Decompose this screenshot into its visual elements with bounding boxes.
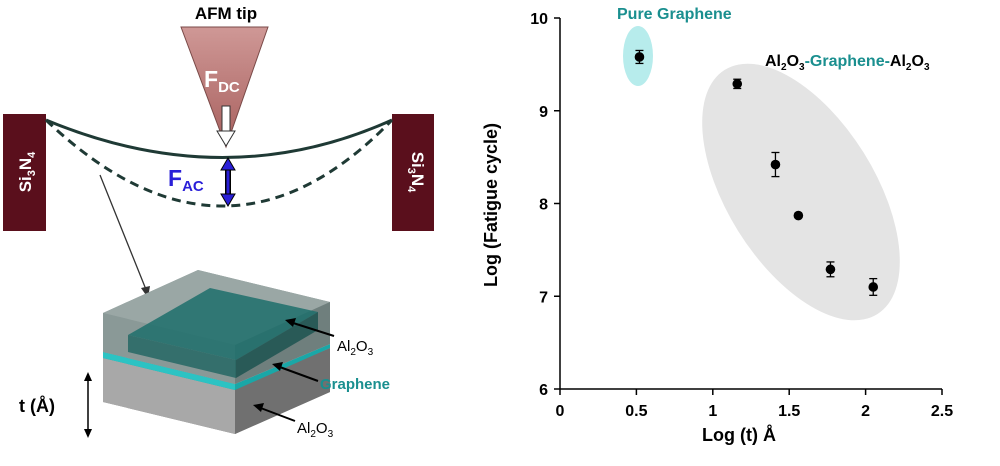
pure-graphene-annotation: Pure Graphene [617,6,732,23]
data-point [634,52,645,62]
layer-stack [103,270,330,434]
x-tick-label: 0 [556,403,565,420]
data-point [793,210,804,221]
force-dc-arrow [216,105,236,147]
support-right [392,114,434,231]
membrane-deflected [44,118,394,208]
force-dc-label: FDC [204,66,240,96]
force-ac-label: FAC [168,165,204,195]
thickness-label: t (Å) [19,396,55,416]
bottom-oxide-pointer [257,406,296,422]
y-tick-label: 9 [539,104,548,121]
data-points [634,49,879,296]
zoom-pointer [99,174,148,293]
support-left-label: Si3N4 [16,151,38,192]
x-tick-label: 2.5 [931,403,953,420]
x-tick-label: 0.5 [625,403,647,420]
data-point [825,264,836,275]
data-point [770,159,781,170]
support-left [3,114,46,231]
data-point [868,282,879,292]
x-tick-label: 1.5 [778,403,800,420]
schematic: Si3N4 Si3N4 AFM tip FDC FAC [3,4,434,440]
stack-annotation: Al2O3-Graphene-Al2O3 [765,53,930,73]
support-right-label: Si3N4 [405,152,427,193]
y-axis-label: Log (Fatigue cycle) [481,123,501,287]
y-tick-label: 10 [530,11,548,28]
graphene-label: Graphene [320,376,390,393]
force-ac-arrow [220,157,236,207]
graphene-pointer [276,365,319,382]
membrane-rest [45,118,393,159]
x-tick-label: 2 [861,403,870,420]
y-tick-label: 7 [539,289,548,306]
y-tick-label: 8 [539,197,548,214]
stack-region [702,63,900,321]
top-oxide-label: Al2O3 [337,338,374,358]
y-tick-label: 6 [539,382,548,399]
bottom-oxide-label: Al2O3 [297,420,334,440]
x-axis-label: Log (t) Å [702,425,776,445]
x-tick-label: 1 [708,403,717,420]
ticks: 0 0.5 1 1.5 2 2.5 6 7 8 9 10 [530,11,953,420]
fatigue-chart: 0 0.5 1 1.5 2 2.5 6 7 8 9 10 Log (t) Å Log (Fatigu… [481,6,953,445]
afm-tip [180,26,269,149]
data-point [732,79,743,89]
top-oxide-pointer [289,321,335,337]
afm-tip-label: AFM tip [195,4,257,23]
